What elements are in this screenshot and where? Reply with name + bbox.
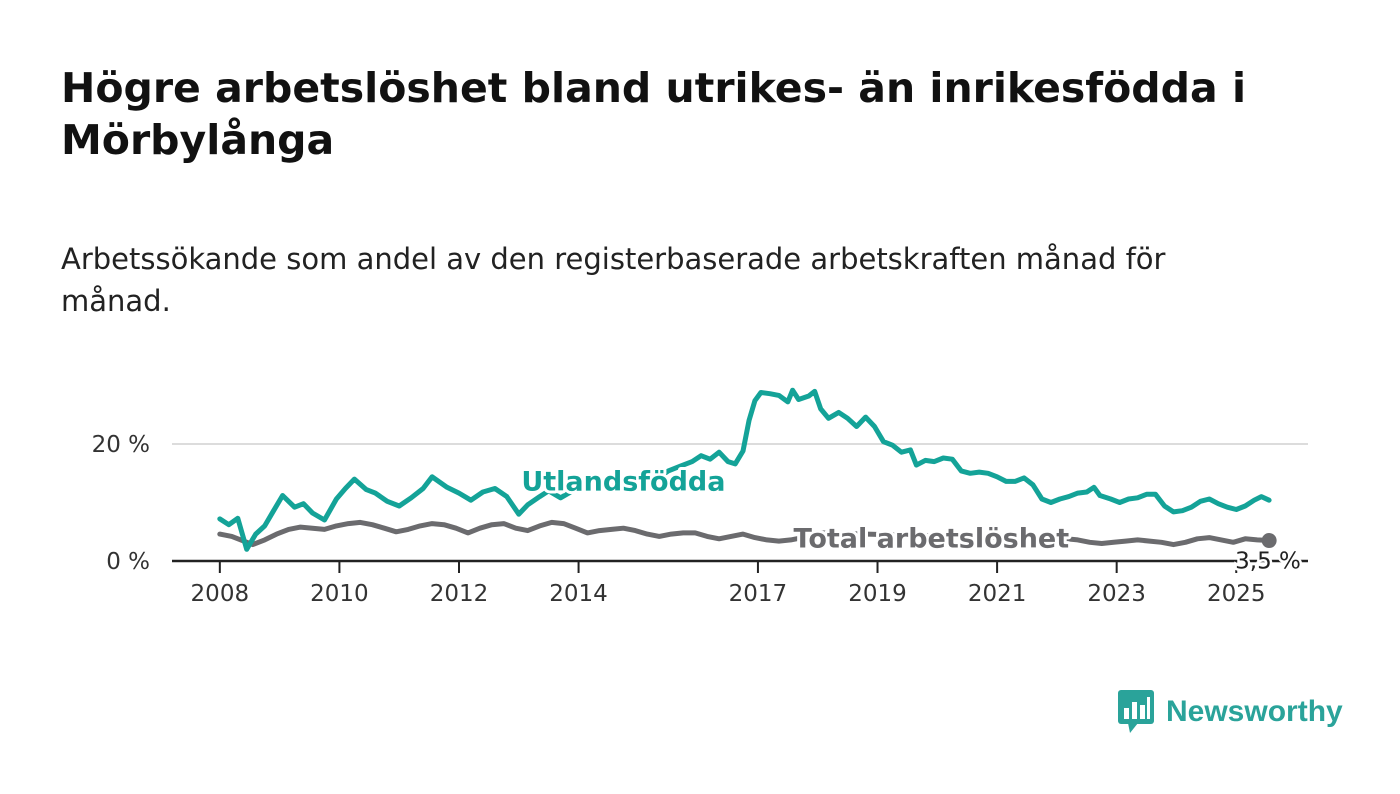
x-tick-label: 2025 [1207,581,1266,607]
chart-title: Högre arbetslöshet bland utrikes- än inr… [61,64,1246,164]
y-axis: 0 % 20 % [92,432,150,575]
x-tick-label: 2017 [729,581,788,607]
end-value-label: 3,5 % [1235,549,1301,575]
x-tick-label: 2010 [310,581,369,607]
end-point-marker [1261,533,1277,549]
x-tick-label: 2021 [968,581,1027,607]
x-tick-label: 2023 [1087,581,1146,607]
y-tick-label: 0 % [106,549,150,575]
brand-name: Newsworthy [1166,695,1343,728]
series-line-1 [217,519,1272,548]
series-label-1: Total arbetslöshet [794,524,1070,555]
chart-subtitle: Arbetssökande som andel av den registerb… [61,242,1166,318]
x-tick-label: 2008 [191,581,250,607]
label-layer: Utlandsfödda Total arbetslöshet 3,5 % [518,463,1303,577]
bar-chart-speech-bubble-icon [1118,690,1154,733]
y-tick-label: 20 % [92,432,150,458]
x-tick-label: 2019 [848,581,907,607]
series-line-0 [217,387,1272,552]
series-label-0: Utlandsfödda [521,466,725,497]
x-axis: 2008 2010 2012 2014 2017 2019 2021 2023 2025 [172,559,1308,607]
x-tick-label: 2014 [549,581,608,607]
newsworthy-logo: Newsworthy [1118,690,1343,734]
x-tick-label: 2012 [430,581,489,607]
series-layer [217,387,1277,552]
